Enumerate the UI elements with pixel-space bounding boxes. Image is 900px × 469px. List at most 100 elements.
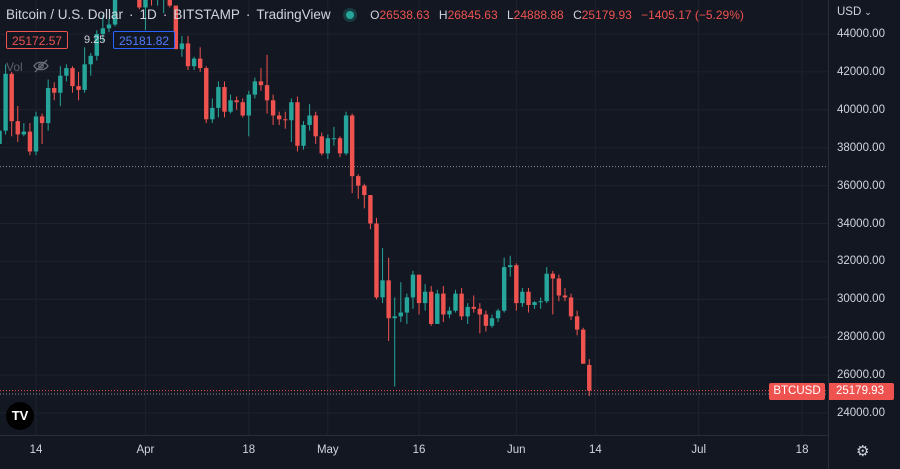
candle-body: [64, 68, 69, 76]
candle-body: [301, 124, 306, 146]
candle-body: [429, 291, 434, 324]
price-tick-label: 40000.00: [837, 103, 885, 116]
candle-body: [252, 81, 258, 95]
candle-body: [33, 116, 39, 152]
candle-body: [270, 100, 276, 116]
candle-body: [556, 278, 562, 296]
price-tick-label: 28000.00: [837, 331, 885, 344]
data-source: TradingView: [256, 7, 331, 22]
candle-body: [27, 131, 33, 152]
price-tick-label: 30000.00: [837, 293, 885, 306]
tradingview-logo[interactable]: TV: [6, 402, 34, 430]
time-tick-label: Jul: [691, 444, 707, 456]
price-tick-label: 42000.00: [837, 65, 885, 78]
candle-body: [526, 291, 531, 305]
chart-header: Bitcoin / U.S. Dollar · 1D · BITSTAMP · Tradin…: [6, 7, 744, 22]
sell-price-button[interactable]: 25172.57: [6, 31, 69, 49]
price-tick-label: 36000.00: [837, 179, 885, 192]
candle-body: [100, 28, 106, 34]
price-tick-label: 32000.00: [837, 255, 885, 268]
candle-body: [185, 43, 191, 67]
candle-body: [568, 297, 574, 317]
candle-body: [319, 136, 324, 154]
candle-body: [277, 115, 282, 120]
candle-body: [106, 24, 112, 29]
eye-crossed-icon[interactable]: [33, 58, 49, 74]
buy-price-button[interactable]: 25181.82: [113, 31, 176, 49]
time-axis[interactable]: 14 Apr 18 May 16 Jun 14 Jul 18: [0, 435, 828, 469]
volume-label[interactable]: Vol: [6, 60, 23, 74]
candle-body: [416, 274, 422, 304]
candle-body: [45, 88, 51, 124]
candle-body: [447, 310, 452, 315]
candle-body: [216, 87, 221, 108]
candle-body: [489, 318, 495, 326]
chevron-down-icon: ⌄: [864, 7, 872, 17]
candle-body: [283, 119, 288, 121]
candle-body: [39, 116, 45, 124]
candle-body: [574, 316, 580, 330]
symbol-price-label: BTCUSD: [769, 383, 825, 400]
time-tick-label: 18: [242, 444, 256, 456]
candle-body: [453, 293, 458, 311]
candle-body: [58, 75, 63, 93]
candle-body: [82, 64, 87, 90]
candle-body: [0, 130, 2, 144]
candle-body: [191, 58, 197, 67]
candle-body: [94, 34, 99, 56]
open-key: O: [370, 8, 380, 22]
candle-body: [9, 73, 14, 122]
candle-body: [88, 55, 93, 65]
candle-body: [550, 273, 555, 279]
time-tick-label: 16: [412, 444, 426, 456]
candle-body: [362, 185, 367, 196]
candle-body: [471, 306, 476, 309]
candle-body: [349, 115, 355, 177]
candle-body: [386, 280, 391, 319]
candle-body: [289, 102, 294, 121]
candle-body: [465, 306, 470, 317]
close-key: C: [573, 8, 582, 22]
candle-body: [422, 291, 428, 304]
candle-body: [3, 73, 8, 131]
price-change: −1405.17 (−5.29%): [641, 8, 744, 22]
candle-body: [441, 293, 446, 315]
candle-body: [459, 293, 464, 317]
candle-body: [477, 308, 483, 315]
candle-body: [337, 138, 343, 154]
price-tick-label: 38000.00: [837, 141, 885, 154]
candle-body: [398, 312, 403, 317]
interval[interactable]: 1D: [139, 7, 157, 22]
candle-body: [15, 121, 20, 135]
time-tick-label: 18: [795, 444, 809, 456]
candle-body: [70, 68, 75, 87]
candle-body: [325, 138, 331, 154]
candle-body: [495, 310, 501, 319]
candle-body: [197, 58, 203, 69]
candle-body: [508, 265, 513, 268]
price-tick-label: 44000.00: [837, 28, 885, 40]
candle-body: [246, 94, 251, 116]
candle-body: [137, 0, 142, 8]
candle-body: [240, 102, 245, 116]
open-value: 26538.63: [379, 8, 430, 22]
candle-body: [343, 115, 349, 154]
candle-body: [258, 81, 264, 86]
gear-icon[interactable]: ⚙: [856, 443, 870, 460]
candle-body: [514, 265, 519, 304]
candle-body: [435, 293, 440, 324]
candle-body: [234, 100, 239, 103]
price-axis[interactable]: USD ⌄ 24000.00 26000.00 28000.00 30000.00 320…: [828, 0, 900, 469]
candle-body: [179, 43, 185, 50]
candle-body: [520, 291, 525, 304]
market-status-dot: [346, 11, 355, 20]
candle-body: [587, 364, 592, 391]
symbol-name[interactable]: Bitcoin / U.S. Dollar: [6, 7, 124, 22]
price-chart[interactable]: [0, 0, 828, 435]
price-tick-label: 34000.00: [837, 217, 885, 230]
candle-body: [167, 0, 172, 6]
currency-selector[interactable]: USD ⌄: [837, 6, 872, 18]
candle-body: [532, 302, 537, 305]
candle-body: [380, 280, 385, 298]
currency-label: USD: [837, 6, 862, 18]
